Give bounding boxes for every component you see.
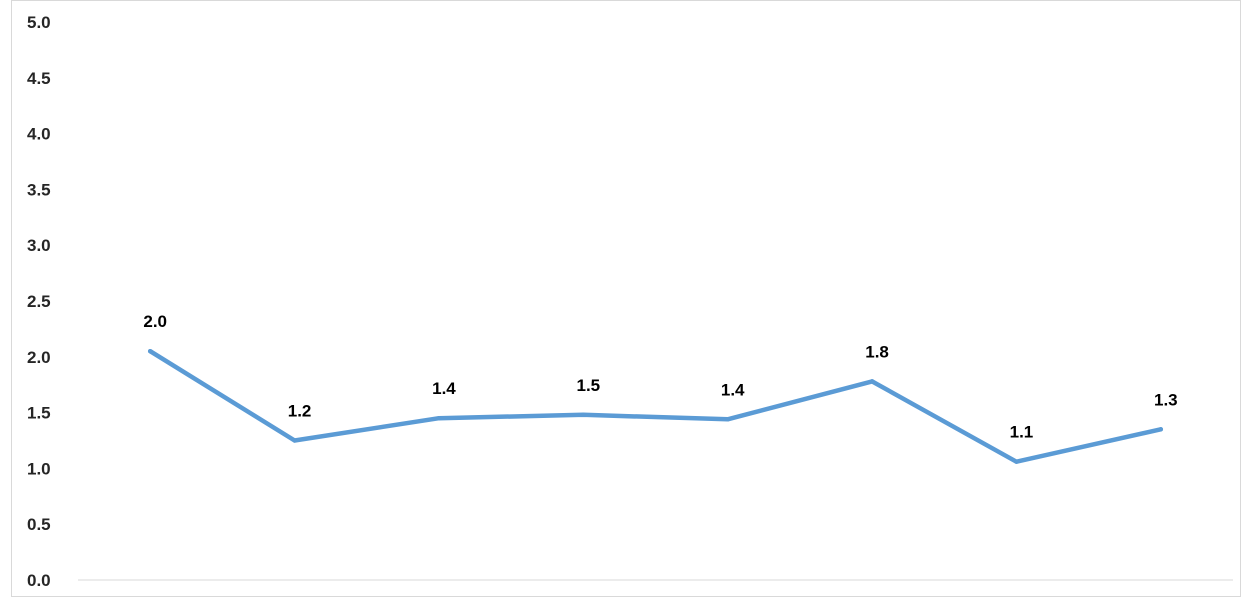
- data-label: 1.2: [288, 402, 312, 421]
- series-line: [147, 348, 1164, 464]
- data-label: 2.0: [143, 312, 167, 331]
- data-point: [1014, 459, 1019, 464]
- data-label: 1.4: [432, 379, 456, 398]
- data-point: [147, 349, 153, 354]
- data-label: 1.1: [1010, 423, 1034, 442]
- data-point: [725, 417, 730, 422]
- y-tick-label: 3.5: [27, 180, 51, 199]
- y-tick-label: 5.0: [27, 13, 51, 32]
- data-point: [292, 438, 297, 443]
- data-label: 1.8: [865, 342, 889, 361]
- y-tick-label: 4.0: [27, 125, 51, 144]
- y-tick-label: 1.5: [27, 404, 51, 423]
- y-tick-label: 0.0: [27, 571, 51, 590]
- y-tick-label: 4.5: [27, 69, 51, 88]
- chart-area: [11, 0, 1241, 597]
- data-point: [436, 415, 442, 421]
- y-tick-label: 3.0: [27, 236, 51, 255]
- data-point: [869, 379, 875, 384]
- data-label: 1.3: [1154, 390, 1178, 409]
- y-tick-label: 2.0: [27, 348, 51, 367]
- y-tick-label: 1.0: [27, 459, 51, 478]
- data-label: 1.4: [721, 380, 745, 399]
- y-tick-label: 2.5: [27, 292, 51, 311]
- y-tick-label: 0.5: [27, 515, 51, 534]
- data-point: [1158, 427, 1164, 432]
- data-label: 1.5: [576, 376, 600, 395]
- data-point: [581, 412, 586, 418]
